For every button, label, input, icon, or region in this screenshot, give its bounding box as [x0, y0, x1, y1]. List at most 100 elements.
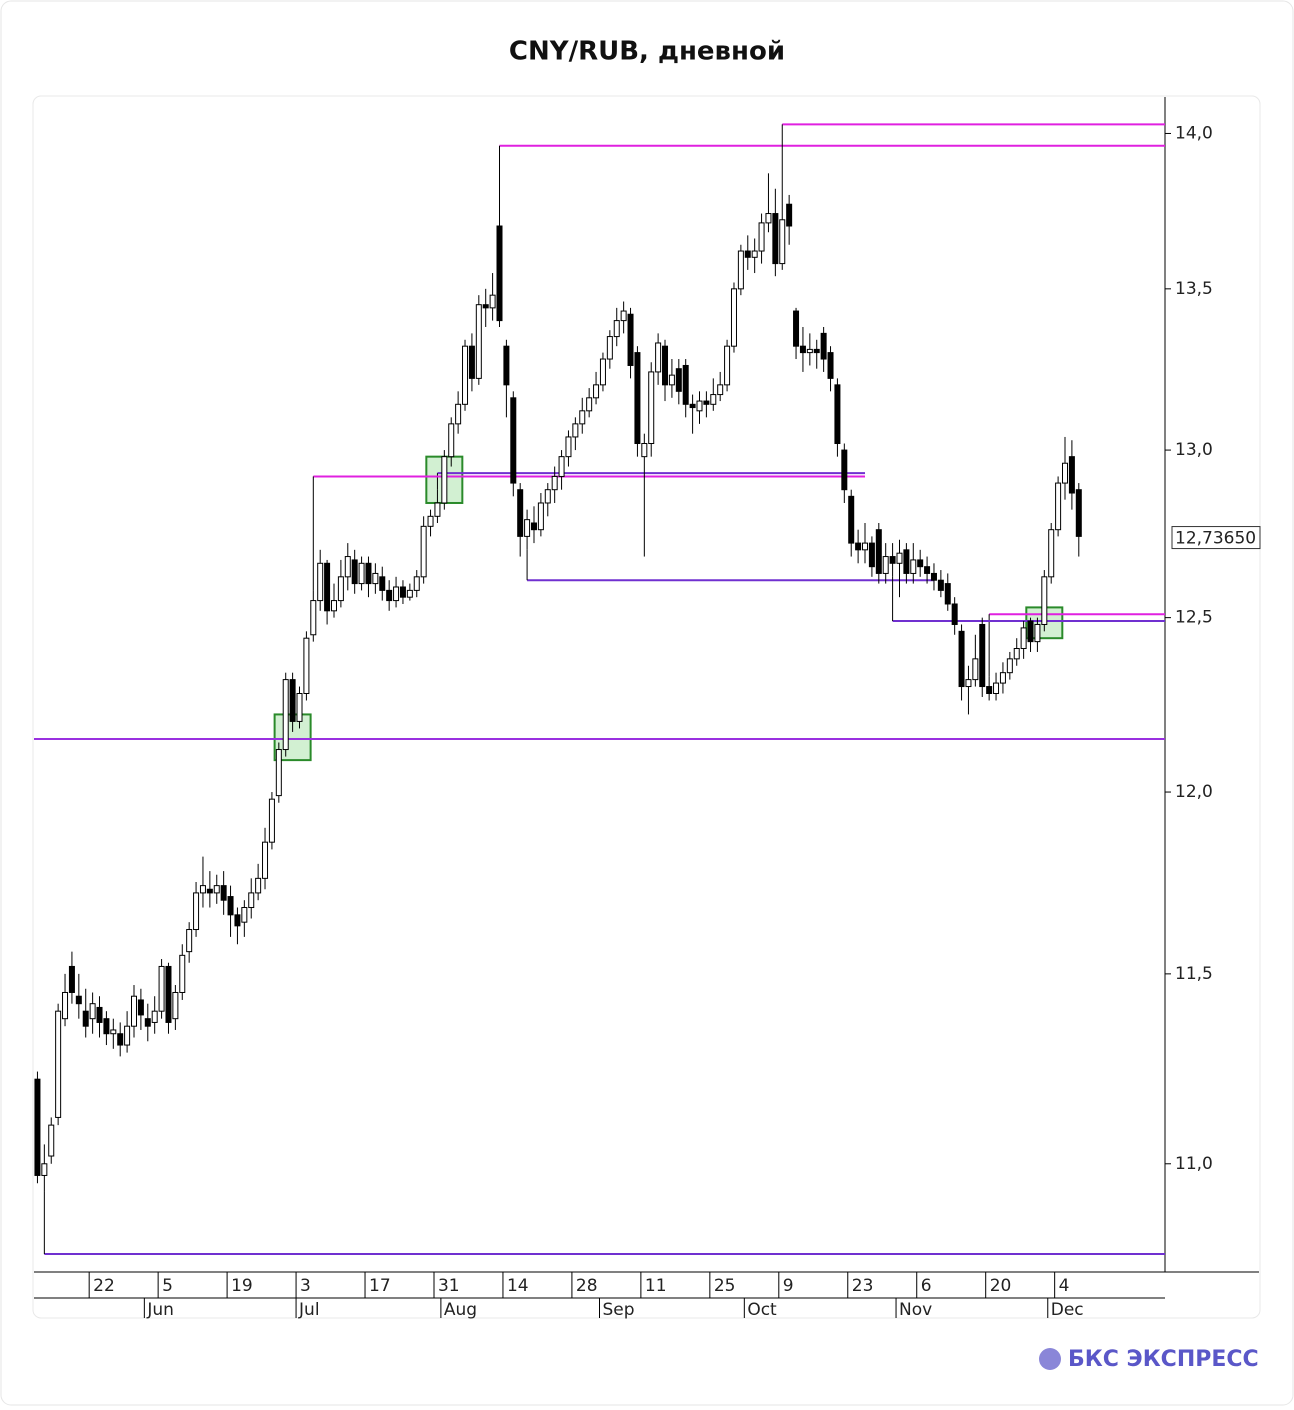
- candle-body: [420, 525, 427, 578]
- candle-body: [634, 352, 641, 445]
- candle-body: [117, 1033, 124, 1046]
- candle-body: [786, 203, 793, 227]
- candle-body: [627, 313, 634, 366]
- candle-body: [255, 877, 262, 894]
- x-tick-label: 23: [852, 1276, 874, 1296]
- candle-body: [248, 892, 255, 909]
- candle-body: [455, 403, 462, 425]
- candle-body: [234, 914, 241, 927]
- candle-body: [193, 892, 200, 931]
- candle-body: [1027, 620, 1034, 643]
- candle-body: [1041, 576, 1048, 625]
- candle-body: [386, 589, 393, 602]
- month-label: Aug: [444, 1300, 477, 1320]
- candle-body: [358, 562, 365, 585]
- x-tick-label: 19: [231, 1276, 253, 1296]
- candle-body: [130, 995, 137, 1027]
- last-price-box: [1171, 526, 1261, 550]
- candle-body: [489, 294, 496, 309]
- candle-body: [351, 559, 358, 585]
- brand-name: БКС ЭКСПРЕСС: [1068, 1347, 1259, 1372]
- candle-body: [648, 371, 655, 445]
- month-label: Nov: [899, 1300, 932, 1320]
- candle-body: [896, 552, 903, 564]
- candle-body: [289, 679, 296, 722]
- candle-body: [917, 559, 924, 568]
- candle-body: [365, 562, 372, 585]
- candle-body: [868, 542, 875, 568]
- candle-body: [717, 384, 724, 396]
- candle-body: [165, 965, 172, 1023]
- candle-body: [468, 345, 475, 379]
- candle-body: [758, 222, 765, 252]
- candle-body: [606, 336, 613, 360]
- candle-body: [593, 384, 600, 399]
- candle-body: [903, 549, 910, 574]
- candle-body: [579, 410, 586, 425]
- x-tick-label: 4: [1059, 1276, 1070, 1296]
- candle-body: [862, 542, 869, 551]
- candle-body: [399, 586, 406, 598]
- candle-body: [565, 436, 572, 458]
- candle-body: [282, 679, 289, 751]
- candle-body: [599, 358, 606, 386]
- candle-body: [841, 449, 848, 491]
- candle-body: [406, 589, 413, 598]
- candle-body: [475, 304, 482, 379]
- candle-body: [510, 397, 517, 484]
- candle-body: [765, 213, 772, 224]
- candle-body: [744, 250, 751, 258]
- candle-body: [372, 572, 379, 585]
- candle-body: [551, 475, 558, 491]
- candle-body: [496, 225, 503, 322]
- candle-body: [972, 658, 979, 681]
- brand-logo: [1039, 1348, 1061, 1370]
- candle-body: [848, 495, 855, 544]
- candle-body: [806, 348, 813, 354]
- candle-body: [924, 566, 931, 574]
- candle-body: [889, 556, 896, 564]
- candle-body: [317, 562, 324, 602]
- candle-body: [834, 384, 841, 445]
- x-tick-label: 28: [576, 1276, 598, 1296]
- candle-body: [151, 1010, 158, 1023]
- y-tick-label: 11,5: [1175, 964, 1213, 984]
- y-tick-label: 14,0: [1175, 123, 1213, 143]
- candle-body: [262, 841, 269, 879]
- candle-body: [199, 885, 206, 894]
- candle-body: [324, 562, 331, 612]
- y-tick-label: 12,5: [1175, 608, 1213, 628]
- plot-frame: [32, 95, 1261, 1319]
- candle-body: [41, 1163, 48, 1176]
- candle-body: [558, 456, 565, 477]
- candle-body: [48, 1124, 55, 1157]
- x-tick-label: 22: [93, 1276, 115, 1296]
- candle-body: [999, 672, 1006, 684]
- candle-body: [103, 1018, 110, 1035]
- candle-body: [186, 929, 193, 953]
- candle-body: [910, 559, 917, 574]
- candle-body: [337, 576, 344, 602]
- candle-body: [503, 345, 510, 386]
- candle-body: [62, 991, 69, 1020]
- candle-body: [213, 885, 220, 894]
- candle-body: [875, 529, 882, 574]
- candle-body: [303, 637, 310, 695]
- y-tick-label: 11,0: [1175, 1154, 1213, 1174]
- candle-body: [820, 332, 827, 360]
- candle-body: [275, 749, 282, 797]
- candle-body: [1068, 456, 1075, 494]
- candle-body: [751, 250, 758, 258]
- candle-body: [772, 213, 779, 265]
- candle-body: [979, 623, 986, 688]
- x-tick-label: 11: [645, 1276, 667, 1296]
- candle-body: [110, 1029, 117, 1035]
- candle-body: [482, 304, 489, 309]
- candle-body: [462, 345, 469, 405]
- month-label: Jun: [146, 1300, 174, 1320]
- candle-body: [993, 682, 1000, 695]
- last-price-label: 12,73650: [1175, 529, 1256, 549]
- candle-body: [206, 888, 213, 894]
- candle-body: [434, 502, 441, 517]
